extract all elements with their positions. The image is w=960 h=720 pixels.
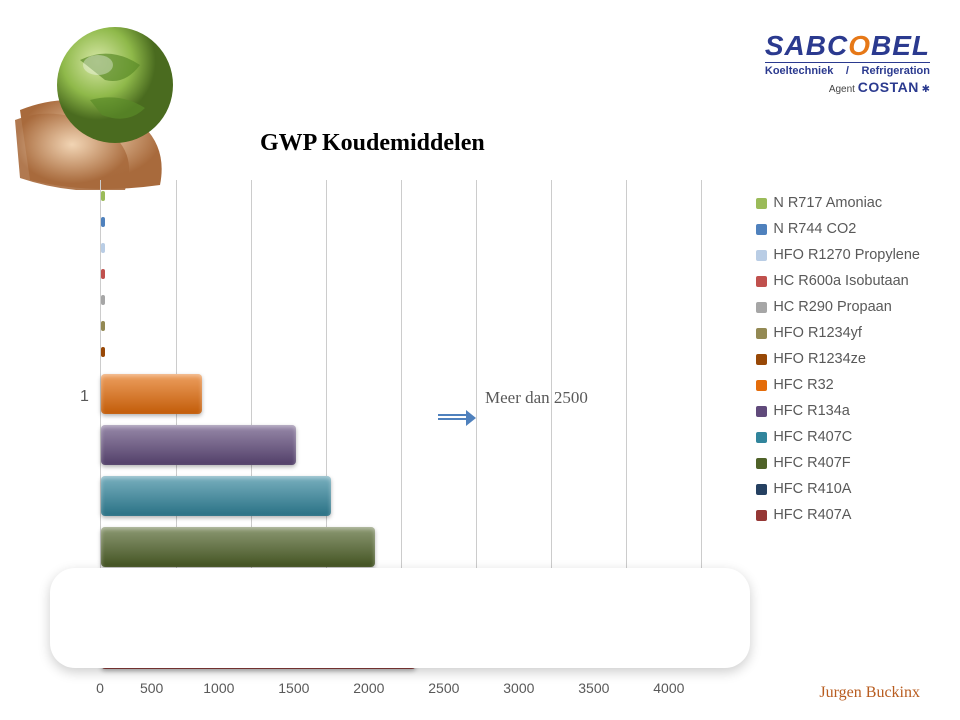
- legend-item: HFO R1270 Propylene: [756, 247, 920, 263]
- legend-label: HFC R407F: [773, 455, 850, 471]
- xtick-label: 1500: [278, 680, 309, 696]
- legend-swatch: [756, 432, 767, 443]
- bar-HFC-R32: [101, 370, 700, 418]
- legend-label: HC R600a Isobutaan: [773, 273, 908, 289]
- legend-swatch: [756, 250, 767, 261]
- legend-label: N R744 CO2: [773, 221, 856, 237]
- legend-label: HFC R407C: [773, 429, 852, 445]
- legend-swatch: [756, 484, 767, 495]
- legend-swatch: [756, 510, 767, 521]
- legend-label: HFC R32: [773, 377, 833, 393]
- xtick-label: 0: [96, 680, 104, 696]
- x-axis-ticks: 05001000150020002500300035004000: [100, 680, 700, 696]
- chart-title: GWP Koudemiddelen: [260, 130, 485, 157]
- legend: N R717 Amoniac N R744 CO2 HFO R1270 Propyl…: [756, 195, 920, 533]
- legend-label: HFC R134a: [773, 403, 850, 419]
- legend-item: HFC R134a: [756, 403, 920, 419]
- brand-logo: SABCOBEL Koeltechniek/Refrigeration Agen…: [765, 30, 930, 95]
- brand-subtitle: Koeltechniek/Refrigeration: [765, 62, 930, 77]
- legend-label: HFO R1270 Propylene: [773, 247, 920, 263]
- legend-swatch: [756, 354, 767, 365]
- legend-label: HFO R1234ze: [773, 351, 866, 367]
- hands-globe-image: [10, 10, 230, 190]
- y-category-label: 1: [80, 388, 89, 406]
- bar-HFO-R1270-Propylene: [101, 240, 700, 256]
- legend-label: N R717 Amoniac: [773, 195, 882, 211]
- legend-swatch: [756, 276, 767, 287]
- legend-swatch: [756, 406, 767, 417]
- bar-HFC-R407C: [101, 472, 700, 520]
- legend-item: HFC R32: [756, 377, 920, 393]
- author-name: Jurgen Buckinx: [819, 684, 920, 702]
- xtick-label: 3500: [578, 680, 609, 696]
- bar-HFO-R1234ze: [101, 344, 700, 360]
- xtick-label: 1000: [203, 680, 234, 696]
- legend-swatch: [756, 198, 767, 209]
- xtick-label: 2000: [353, 680, 384, 696]
- legend-item: N R717 Amoniac: [756, 195, 920, 211]
- legend-item: HFC R407F: [756, 455, 920, 471]
- overlay-box: [50, 568, 750, 668]
- brand-name: SABCOBEL: [765, 30, 930, 62]
- bar-N-R744-CO2: [101, 214, 700, 230]
- legend-swatch: [756, 224, 767, 235]
- bar-N-R717-Amoniac: [101, 188, 700, 204]
- legend-item: HFO R1234yf: [756, 325, 920, 341]
- legend-item: HFO R1234ze: [756, 351, 920, 367]
- legend-label: HC R290 Propaan: [773, 299, 892, 315]
- xtick-label: 3000: [503, 680, 534, 696]
- legend-label: HFC R407A: [773, 507, 851, 523]
- small-bars-group: [101, 188, 700, 370]
- legend-swatch: [756, 302, 767, 313]
- legend-label: HFC R410A: [773, 481, 851, 497]
- xtick-label: 500: [140, 680, 163, 696]
- legend-item: HC R600a Isobutaan: [756, 273, 920, 289]
- bar-HFC-R407F: [101, 523, 700, 571]
- legend-swatch: [756, 458, 767, 469]
- legend-item: HFC R407C: [756, 429, 920, 445]
- legend-item: HFC R410A: [756, 481, 920, 497]
- threshold-label: Meer dan 2500: [485, 388, 588, 408]
- bar-HFO-R1234yf: [101, 318, 700, 334]
- xtick-label: 4000: [653, 680, 684, 696]
- legend-swatch: [756, 380, 767, 391]
- legend-swatch: [756, 328, 767, 339]
- bar-HC-R600a-Isobutaan: [101, 266, 700, 282]
- legend-item: N R744 CO2: [756, 221, 920, 237]
- xtick-label: 2500: [428, 680, 459, 696]
- brand-agent: Agent COSTAN ✱: [765, 79, 930, 95]
- legend-label: HFO R1234yf: [773, 325, 862, 341]
- legend-item: HC R290 Propaan: [756, 299, 920, 315]
- legend-item: HFC R407A: [756, 507, 920, 523]
- bar-HFC-R134a: [101, 421, 700, 469]
- bar-HC-R290-Propaan: [101, 292, 700, 308]
